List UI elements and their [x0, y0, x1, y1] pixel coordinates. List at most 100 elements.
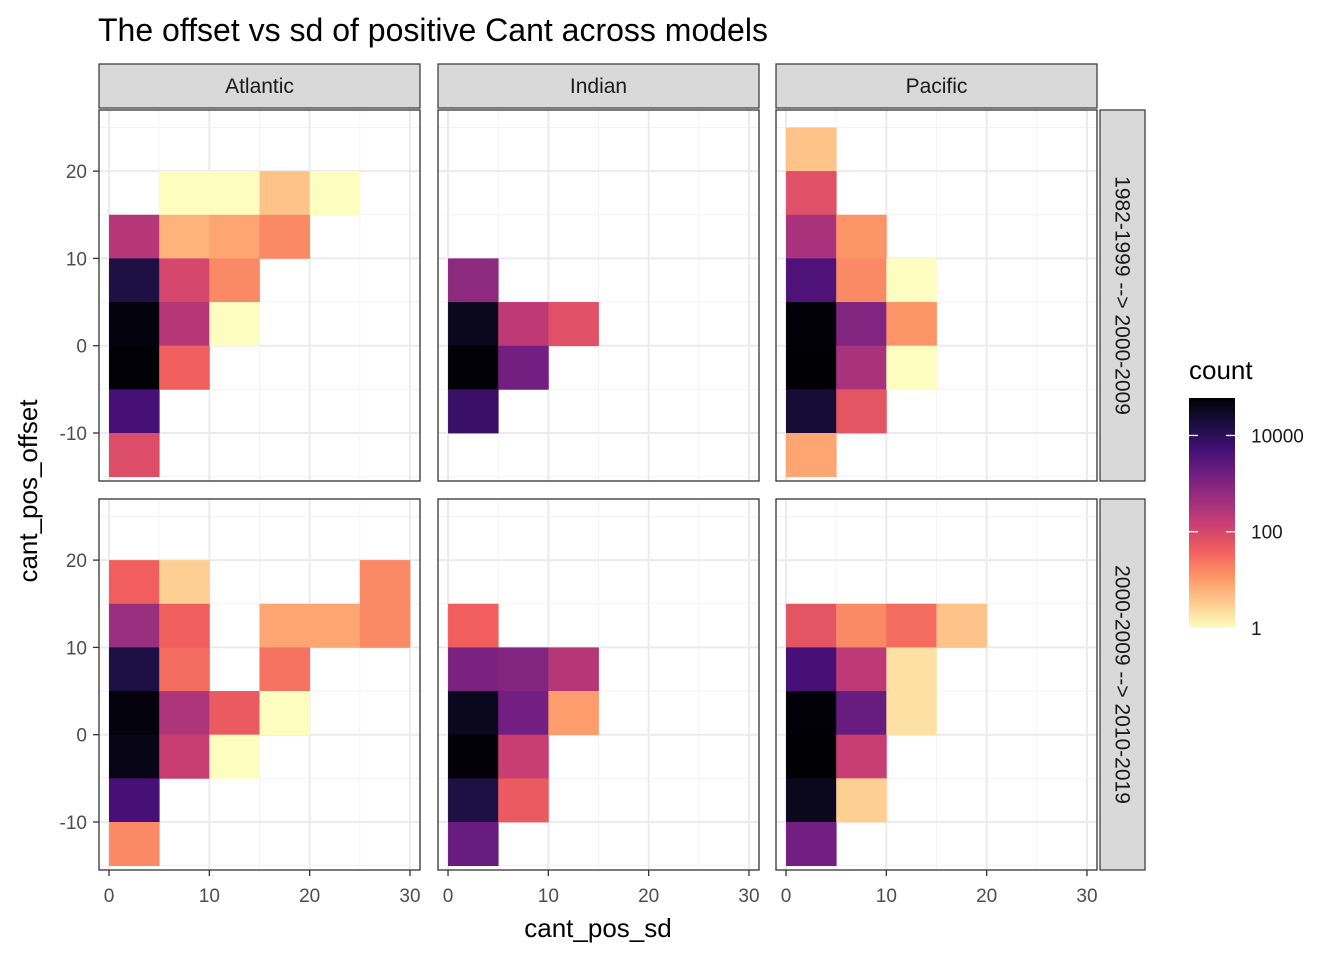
heatmap-cell	[109, 778, 160, 823]
heatmap-cell	[309, 171, 361, 216]
panel-border	[98, 109, 421, 482]
y-tick-label: 20	[66, 162, 87, 183]
heatmap-cell	[548, 647, 599, 692]
heatmap-cell	[159, 171, 210, 216]
strip-label-atlantic: Atlantic	[225, 75, 294, 98]
facet-panels: Atlantic Indian Pacific 1982-1999 --> 2000-…	[98, 63, 1146, 871]
row-strip-label-0: 1982-1999 --> 2000-2009	[1111, 176, 1134, 415]
strip-label-pacific: Pacific	[906, 75, 968, 98]
row-strip-1	[1099, 498, 1146, 871]
heatmap-cell	[309, 603, 361, 648]
heatmap-cell	[109, 560, 160, 605]
y-axis-title: cant_pos_offset	[13, 399, 43, 583]
heatmap-cell	[159, 603, 210, 648]
heatmap-cell	[448, 258, 499, 303]
heatmap-cell	[448, 778, 499, 823]
heatmap-cell	[786, 214, 837, 259]
x-tick-label: 30	[399, 886, 420, 907]
heatmap-cell	[786, 821, 837, 867]
heatmap-cell	[448, 734, 499, 779]
x-tick-label: 30	[738, 886, 759, 907]
heatmap-cell	[498, 647, 549, 692]
heatmap-cell	[448, 821, 499, 867]
strip-indian	[437, 63, 760, 109]
strip-pacific	[775, 63, 1098, 109]
x-tick-label: 0	[104, 886, 115, 907]
heatmap-cell	[109, 691, 160, 736]
strip-atlantic	[98, 63, 421, 109]
heatmap-cell	[159, 647, 210, 692]
heatmap-cell	[836, 603, 887, 648]
axes: -10 0 10 20 -10 0 10 20 0 10 20 30 0 10 20 30 0 10 20 30	[60, 162, 1098, 907]
heatmap-cell	[259, 647, 311, 692]
heatmap-cell	[836, 734, 887, 779]
row-strip-0	[1099, 109, 1146, 482]
heatmap-cell	[836, 691, 887, 736]
heatmap-cell	[448, 691, 499, 736]
y-tick-label: 10	[66, 638, 87, 659]
heatmap-cell	[159, 302, 210, 347]
heatmap-cell	[786, 258, 837, 303]
heatmap-cell	[209, 302, 260, 347]
x-tick-label: 30	[1076, 886, 1097, 907]
panel-pacific-row-0	[775, 109, 1098, 482]
heatmap-cell	[498, 734, 549, 779]
heatmap-cell	[359, 603, 411, 648]
heatmap-cell	[786, 647, 837, 692]
heatmap-cell	[259, 691, 311, 736]
y-tick-label: 0	[76, 726, 87, 747]
heatmap-cell	[109, 389, 160, 434]
legend-break-label: 1	[1251, 619, 1262, 640]
heatmap-cell	[786, 171, 837, 216]
x-tick-label: 0	[781, 886, 792, 907]
heatmap-cell	[836, 647, 887, 692]
heatmap-cell	[836, 302, 887, 347]
heatmap-cell	[448, 302, 499, 347]
panel-pacific-row-1	[775, 498, 1098, 871]
heatmap-cell	[448, 603, 499, 648]
y-tick-label: 0	[76, 337, 87, 358]
heatmap-cell	[259, 603, 311, 648]
heatmap-cell	[548, 302, 599, 347]
panel-indian-row-0	[437, 109, 760, 482]
panel-border	[437, 498, 760, 871]
panel-border	[437, 109, 760, 482]
heatmap-cell	[259, 171, 311, 216]
heatmap-cell	[159, 258, 210, 303]
heatmap-cell	[786, 345, 837, 390]
heatmap-cell	[836, 214, 887, 259]
heatmap-cell	[159, 214, 210, 259]
heatmap-cell	[836, 258, 887, 303]
heatmap-cell	[886, 603, 937, 648]
legend: count 1 100 10000	[1189, 355, 1304, 640]
heatmap-cell	[886, 302, 937, 347]
heatmap-cell	[448, 345, 499, 390]
x-tick-label: 10	[876, 886, 897, 907]
heatmap-cell	[786, 432, 837, 478]
heatmap-cell	[109, 258, 160, 303]
heatmap-cell	[786, 127, 837, 172]
y-tick-label: -10	[60, 424, 87, 445]
heatmap-cell	[209, 691, 260, 736]
x-tick-label: 10	[538, 886, 559, 907]
strip-label-indian: Indian	[570, 75, 627, 98]
heatmap-cell	[109, 647, 160, 692]
heatmap-cell	[209, 214, 260, 259]
heatmap-cell	[109, 432, 160, 478]
heatmap-cell	[109, 734, 160, 779]
heatmap-cell	[836, 778, 887, 823]
heatmap-cell	[886, 691, 937, 736]
heatmap-cell	[159, 345, 210, 390]
heatmap-cell	[209, 171, 260, 216]
legend-colorbar	[1189, 398, 1235, 628]
row-strip-label-1: 2000-2009 --> 2010-2019	[1111, 565, 1134, 804]
heatmap-cell	[886, 345, 937, 390]
heatmap-cell	[109, 302, 160, 347]
heatmap-cell	[359, 560, 411, 605]
heatmap-cell	[498, 778, 549, 823]
x-axis-title: cant_pos_sd	[524, 913, 671, 943]
heatmap-cell	[109, 603, 160, 648]
x-tick-label: 20	[299, 886, 320, 907]
y-tick-label: 20	[66, 551, 87, 572]
